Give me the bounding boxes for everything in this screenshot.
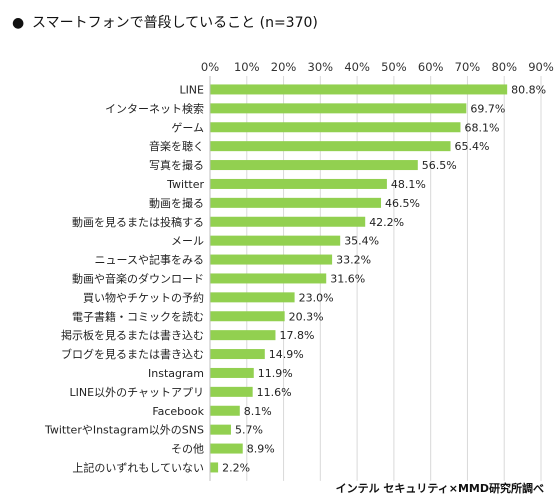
chart-title-bullet: ●	[12, 15, 24, 31]
value-label: 46.5%	[385, 197, 420, 210]
bar	[210, 254, 333, 265]
category-label: 掲示板を見るまたは書き込む	[61, 328, 204, 342]
x-axis-ticks: 0% 10% 20% 30% 40% 50% 60% 70% 80% 90%	[201, 60, 554, 74]
category-label: インターネット検索	[105, 101, 204, 115]
category-label: 買い物やチケットの予約	[83, 290, 204, 304]
bar	[210, 178, 387, 189]
bar	[210, 462, 219, 473]
category-label: Facebook	[152, 405, 204, 418]
x-tick-label: 40%	[344, 60, 370, 74]
category-label: LINE	[179, 83, 204, 96]
category-label: Twitter	[166, 178, 204, 191]
chart-title: スマートフォンで普段していること (n=370)	[32, 15, 318, 31]
bar	[210, 273, 327, 284]
bars	[210, 84, 508, 473]
value-label: 2.2%	[222, 461, 250, 474]
value-labels: 80.8% 69.7% 68.1% 65.4% 56.5% 48.1% 46.5% 42.2%…	[222, 83, 546, 474]
bar	[210, 311, 285, 322]
value-label: 11.6%	[257, 386, 292, 399]
category-label: 電子書籍・コミックを読む	[72, 309, 204, 323]
category-label: ゲーム	[171, 121, 204, 134]
bar	[210, 103, 467, 114]
source-note: インテル セキュリティ×MMD研究所調べ	[336, 481, 544, 495]
value-label: 31.6%	[330, 272, 365, 285]
value-label: 69.7%	[470, 102, 505, 115]
x-tick-label: 20%	[271, 60, 297, 74]
bar	[210, 160, 418, 171]
category-label: ニュースや記事をみる	[95, 253, 204, 267]
category-label: メール	[171, 235, 204, 248]
value-label: 17.8%	[279, 329, 314, 342]
bar	[210, 367, 254, 378]
value-label: 65.4%	[455, 140, 490, 153]
bar	[210, 122, 461, 133]
bar	[210, 141, 451, 152]
bar	[210, 424, 231, 435]
value-label: 23.0%	[299, 291, 334, 304]
value-label: 8.1%	[244, 405, 272, 418]
value-label: 42.2%	[369, 216, 404, 229]
x-tick-label: 30%	[308, 60, 334, 74]
bar	[210, 197, 382, 208]
value-label: 8.9%	[247, 443, 275, 456]
bar	[210, 330, 276, 341]
value-label: 35.4%	[344, 235, 379, 248]
x-tick-label: 80%	[491, 60, 517, 74]
category-label: 上記のいずれもしていない	[72, 460, 204, 474]
bar	[210, 349, 265, 360]
value-label: 33.2%	[336, 254, 371, 267]
bar	[210, 443, 243, 454]
x-tick-label: 90%	[528, 60, 554, 74]
category-label: 音楽を聴く	[149, 139, 204, 153]
value-label: 14.9%	[269, 348, 304, 361]
bar	[210, 235, 341, 246]
category-label: 写真を撮る	[149, 158, 204, 172]
category-label: その他	[171, 443, 204, 456]
value-label: 11.9%	[258, 367, 293, 380]
value-label: 48.1%	[391, 178, 426, 191]
x-tick-label: 60%	[418, 60, 444, 74]
category-label: LINE以外のチャットアプリ	[70, 386, 204, 399]
bar	[210, 216, 366, 227]
value-label: 56.5%	[422, 159, 457, 172]
x-tick-label: 50%	[381, 60, 407, 74]
x-tick-label: 0%	[201, 60, 219, 74]
bar	[210, 292, 295, 303]
category-label: Instagram	[148, 367, 204, 380]
category-label: TwitterやInstagram以外のSNS	[44, 424, 204, 437]
bar	[210, 405, 240, 416]
bar	[210, 84, 508, 95]
value-label: 80.8%	[511, 83, 546, 96]
x-tick-label: 10%	[234, 60, 260, 74]
value-label: 5.7%	[235, 424, 263, 437]
category-label: 動画を見るまたは投稿する	[72, 215, 204, 229]
category-label: 動画や音楽のダウンロード	[72, 271, 204, 285]
category-label: 動画を撮る	[149, 196, 204, 210]
value-label: 68.1%	[464, 121, 499, 134]
value-label: 20.3%	[289, 310, 324, 323]
category-label: ブログを見るまたは書き込む	[61, 347, 204, 361]
bar	[210, 386, 253, 397]
x-tick-label: 70%	[455, 60, 481, 74]
